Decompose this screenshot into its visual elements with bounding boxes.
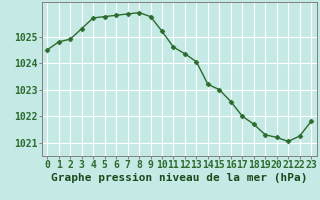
X-axis label: Graphe pression niveau de la mer (hPa): Graphe pression niveau de la mer (hPa)	[51, 173, 308, 183]
